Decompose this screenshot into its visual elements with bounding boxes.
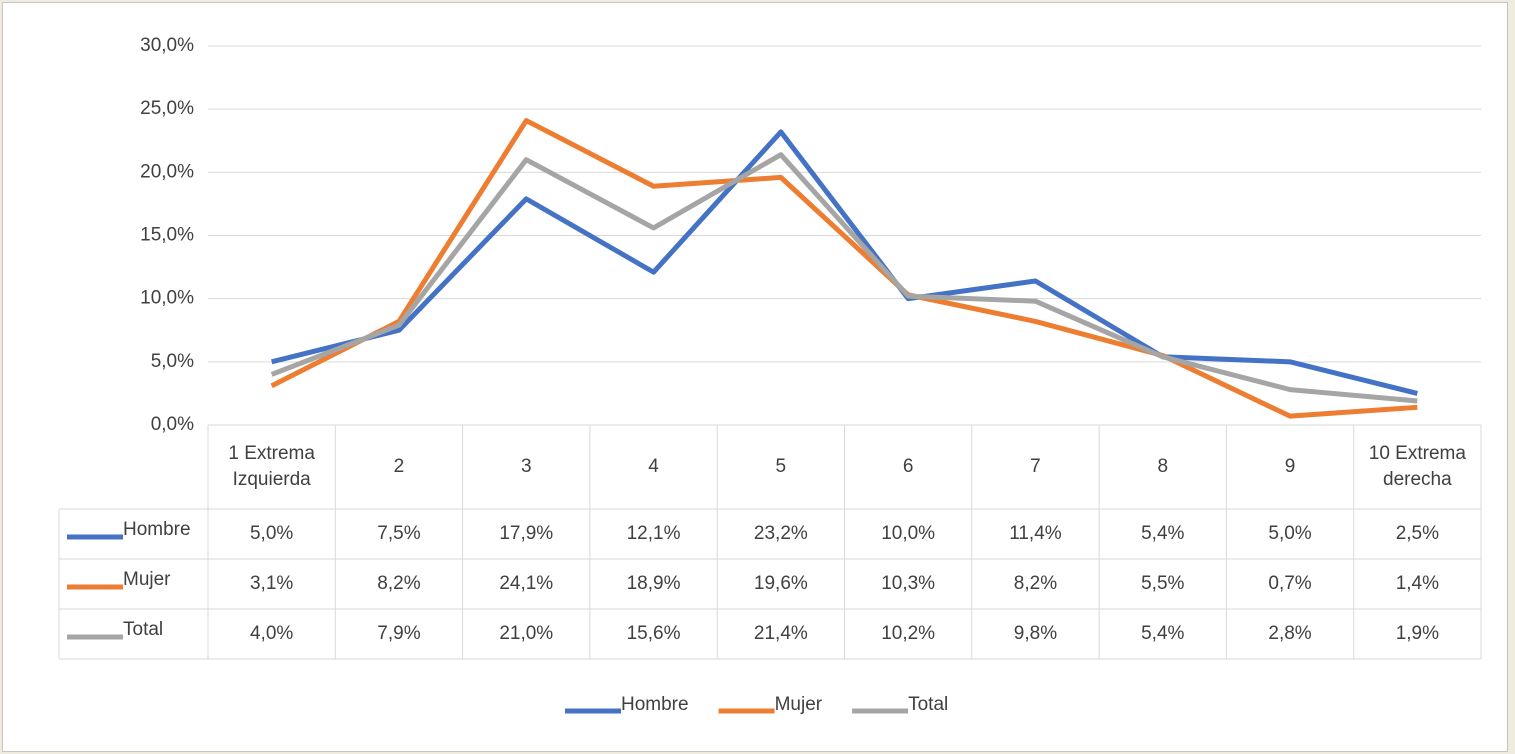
table-cell: 17,9% xyxy=(499,523,553,544)
table-cell: 5,4% xyxy=(1141,523,1184,544)
x-tick-label: 8 xyxy=(1157,456,1169,477)
series-line xyxy=(271,129,1418,396)
table-cell: 19,6% xyxy=(754,573,808,594)
x-tick-label: 3 xyxy=(520,456,532,477)
table-cell: 15,6% xyxy=(627,623,681,644)
table-cell: 2,8% xyxy=(1268,623,1311,644)
x-tick-label: 10 Extrema derecha xyxy=(1368,443,1466,490)
y-tick-label: 30,0% xyxy=(140,35,194,56)
table-cell: 1,4% xyxy=(1396,573,1439,594)
table-cell: 7,5% xyxy=(377,523,420,544)
y-tick-label: 0,0% xyxy=(151,414,194,435)
table-cell: 12,1% xyxy=(627,523,681,544)
y-tick-label: 5,0% xyxy=(151,351,194,372)
table-cell: 5,0% xyxy=(250,523,293,544)
table-cell: 2,5% xyxy=(1396,523,1439,544)
legend-label: Mujer xyxy=(775,694,823,715)
table-row-label: Total xyxy=(123,619,163,640)
table-cell: 7,9% xyxy=(377,623,420,644)
table-cell: 1,9% xyxy=(1396,623,1439,644)
x-tick-label: 5 xyxy=(775,456,787,477)
table-cell: 5,5% xyxy=(1141,573,1184,594)
y-tick-label: 15,0% xyxy=(140,225,194,246)
series-line xyxy=(270,118,1418,419)
table-cell: 3,1% xyxy=(250,573,293,594)
table-cell: 0,7% xyxy=(1268,573,1311,594)
y-tick-label: 20,0% xyxy=(140,161,194,182)
chart: 0,0%5,0%10,0%15,0%20,0%25,0%30,0%Hombre 5… xyxy=(58,35,1482,715)
table-cell: 23,2% xyxy=(754,523,808,544)
y-tick-label: 25,0% xyxy=(140,98,194,119)
table-cell: 9,8% xyxy=(1014,623,1057,644)
table-cell: 21,0% xyxy=(499,623,553,644)
legend-label: Total xyxy=(908,694,948,715)
table-cell: 11,4% xyxy=(1009,523,1062,544)
x-tick-label: 4 xyxy=(648,456,659,477)
table-cell: 10,2% xyxy=(881,623,935,644)
table-cell: 4,0% xyxy=(250,623,293,644)
table-cell: 8,2% xyxy=(1014,573,1057,594)
x-tick-label: 2 xyxy=(393,456,405,477)
table-row-label: Hombre xyxy=(123,519,191,540)
x-tick-label: 9 xyxy=(1284,456,1296,477)
table-cell: 18,9% xyxy=(627,573,681,594)
table-cell: 10,0% xyxy=(881,523,935,544)
table-cell: 10,3% xyxy=(881,573,935,594)
table-row-label: Mujer xyxy=(123,569,171,590)
table-cell: 5,0% xyxy=(1268,523,1311,544)
y-tick-label: 10,0% xyxy=(140,288,194,309)
table-cell: 5,4% xyxy=(1141,623,1184,644)
x-tick-label: 1 Extrema Izquierda xyxy=(228,443,315,490)
legend-label: Hombre xyxy=(621,694,689,715)
x-tick-label: 7 xyxy=(1030,456,1041,477)
series-line xyxy=(270,152,1418,404)
table-cell: 8,2% xyxy=(377,573,420,594)
x-tick-label: 6 xyxy=(902,456,914,477)
table-cell: 21,4% xyxy=(754,623,808,644)
table-cell: 24,1% xyxy=(499,573,553,594)
